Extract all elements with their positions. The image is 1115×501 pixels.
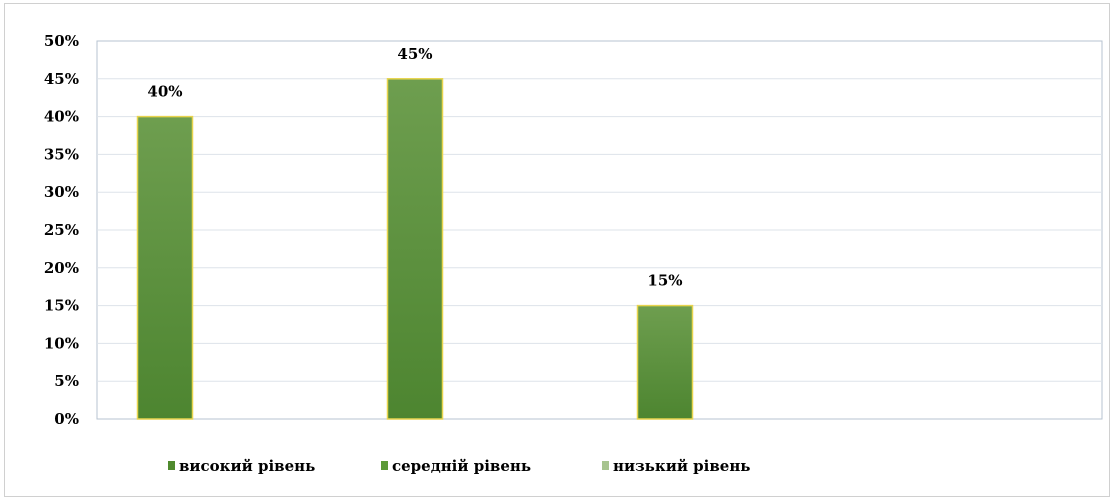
legend-entry-3: низький рівень: [602, 457, 750, 475]
y-tick-label: 35%: [44, 145, 79, 163]
y-tick-label: 20%: [44, 259, 79, 277]
legend-swatch: [168, 461, 175, 470]
grid-lines: [97, 78, 1102, 382]
data-label-2: 45%: [397, 45, 432, 63]
chart-frame: 0% 5% 10% 15% 20% 25% 30% 35% 40% 45% 50% 40% 45% 15…: [4, 3, 1110, 497]
bar-3: [636, 304, 694, 420]
y-tick-label: 5%: [54, 372, 79, 390]
y-axis-ticks: 0% 5% 10% 15% 20% 25% 30% 35% 40% 45% 50%: [44, 32, 79, 428]
legend-swatch: [602, 461, 609, 470]
bar-2: [386, 78, 444, 420]
legend-label: низький рівень: [613, 457, 750, 475]
legend-label: високий рівень: [179, 457, 315, 475]
legend-entry-1: високий рівень: [168, 457, 315, 475]
legend-entry-2: середній рівень: [381, 457, 531, 475]
legend-swatch: [381, 461, 388, 470]
data-labels: 40% 45% 15%: [147, 45, 682, 290]
data-label-1: 40%: [147, 83, 182, 101]
y-tick-label: 40%: [44, 108, 79, 126]
y-tick-label: 30%: [44, 183, 79, 201]
bar-chart: 0% 5% 10% 15% 20% 25% 30% 35% 40% 45% 50% 40% 45% 15…: [44, 32, 1103, 475]
y-tick-label: 25%: [44, 221, 79, 239]
bar-series: [136, 78, 694, 420]
y-tick-label: 0%: [54, 410, 79, 428]
legend: високий рівень середній рівень низький рів…: [168, 457, 750, 475]
legend-label: середній рівень: [392, 457, 531, 475]
y-tick-label: 45%: [44, 70, 79, 88]
y-tick-label: 50%: [44, 32, 79, 50]
bar-1: [136, 115, 194, 420]
y-tick-label: 10%: [44, 334, 79, 352]
y-tick-label: 15%: [44, 297, 79, 315]
data-label-3: 15%: [647, 272, 682, 290]
